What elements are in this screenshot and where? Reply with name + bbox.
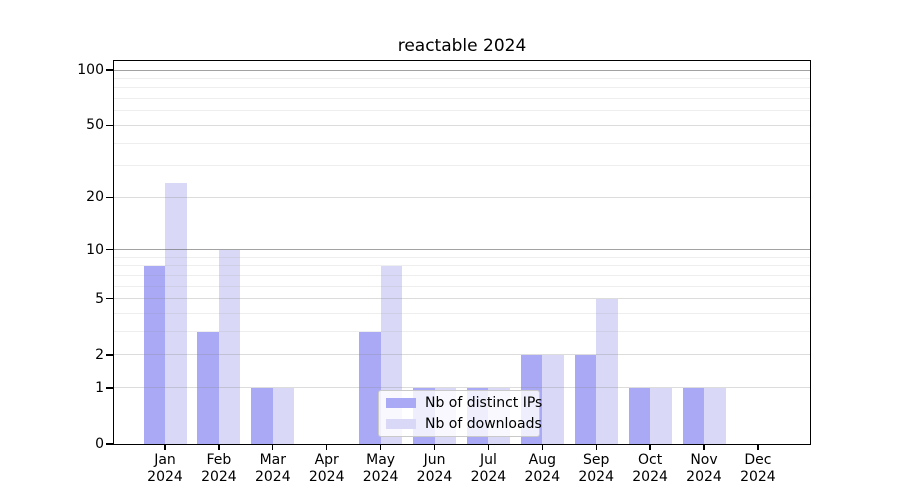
chart-title: reactable 2024 bbox=[397, 36, 527, 56]
bar-downloads-jan bbox=[165, 183, 187, 444]
x-tick-label-month: Jul bbox=[479, 452, 497, 468]
legend-row-distinct-ips: Nb of distinct IPs bbox=[386, 393, 543, 412]
x-tick-label-year: 2024 bbox=[632, 469, 668, 485]
legend-label-distinct-ips: Nb of distinct IPs bbox=[425, 394, 543, 411]
minor-gridline bbox=[114, 87, 810, 89]
major-gridline bbox=[114, 387, 810, 389]
major-gridline bbox=[114, 124, 810, 126]
x-tick-mark bbox=[218, 444, 220, 450]
x-tick-label-year: 2024 bbox=[416, 469, 453, 485]
x-tick-label-month: Aug bbox=[528, 452, 556, 468]
bar-downloads-feb bbox=[218, 249, 241, 444]
minor-gridline bbox=[114, 110, 810, 112]
x-tick-label-month: Sep bbox=[582, 452, 610, 468]
bar-downloads-sep bbox=[596, 298, 618, 444]
y-tick-label: 2 bbox=[95, 346, 104, 363]
minor-gridline bbox=[114, 285, 810, 287]
x-tick-mark bbox=[272, 444, 274, 450]
x-tick-label-year: 2024 bbox=[362, 469, 399, 485]
y-tick-label: 50 bbox=[86, 117, 104, 134]
bar-distinct-ips-nov bbox=[682, 387, 704, 444]
minor-gridline bbox=[114, 98, 810, 100]
y-tick-mark bbox=[106, 354, 113, 356]
legend: Nb of distinct IPs Nb of downloads bbox=[378, 390, 543, 437]
y-tick-mark bbox=[106, 298, 113, 300]
major-gridline bbox=[114, 69, 810, 71]
x-tick-mark bbox=[164, 444, 166, 450]
y-tick-mark bbox=[106, 387, 113, 389]
legend-swatch-downloads-icon bbox=[386, 419, 416, 429]
x-tick-mark bbox=[703, 444, 705, 450]
x-tick-mark bbox=[757, 444, 759, 450]
minor-gridline bbox=[114, 331, 810, 333]
legend-swatch-distinct-ips-icon bbox=[386, 398, 416, 408]
x-tick-label-year: 2024 bbox=[524, 469, 561, 485]
y-tick-label: 0 bbox=[95, 436, 104, 452]
x-tick-mark bbox=[487, 444, 490, 450]
minor-gridline bbox=[114, 313, 810, 315]
major-gridline bbox=[114, 298, 810, 300]
y-tick-label: 20 bbox=[86, 189, 104, 206]
x-tick-label-month: May bbox=[366, 452, 396, 468]
x-tick-label-month: Feb bbox=[206, 452, 232, 468]
x-tick-label-year: 2024 bbox=[578, 469, 614, 485]
x-tick-label-year: 2024 bbox=[470, 469, 507, 485]
x-tick-label-year: 2024 bbox=[308, 469, 345, 485]
y-tick-label: 1 bbox=[95, 379, 104, 396]
bar-downloads-aug bbox=[542, 354, 564, 444]
x-tick-label-month: Nov bbox=[690, 452, 718, 468]
bar-downloads-mar bbox=[272, 387, 295, 444]
x-tick-mark bbox=[433, 444, 436, 450]
x-tick-label-year: 2024 bbox=[147, 469, 183, 485]
minor-gridline bbox=[114, 77, 810, 79]
bar-distinct-ips-mar bbox=[251, 387, 273, 444]
x-tick-mark bbox=[326, 444, 328, 450]
major-gridline bbox=[114, 249, 810, 251]
x-tick-label-month: Oct bbox=[637, 452, 663, 468]
major-gridline bbox=[114, 354, 810, 356]
minor-gridline bbox=[114, 165, 810, 167]
x-tick-label-month: Mar bbox=[259, 452, 286, 468]
x-tick-mark bbox=[379, 444, 382, 450]
legend-label-downloads: Nb of downloads bbox=[425, 416, 542, 433]
x-tick-label-month: Jan bbox=[154, 452, 176, 468]
x-tick-mark bbox=[595, 444, 597, 450]
y-tick-mark bbox=[106, 124, 113, 127]
x-tick-mark bbox=[649, 444, 651, 450]
x-tick-mark bbox=[541, 444, 543, 450]
y-tick-mark bbox=[106, 248, 113, 251]
x-tick-label-year: 2024 bbox=[740, 469, 776, 485]
bar-distinct-ips-feb bbox=[197, 331, 219, 444]
bar-distinct-ips-oct bbox=[628, 387, 651, 444]
minor-gridline bbox=[114, 274, 810, 276]
x-tick-label-month: Apr bbox=[314, 452, 339, 468]
y-tick-mark bbox=[106, 196, 113, 198]
bar-downloads-oct bbox=[650, 387, 672, 444]
y-tick-label: 10 bbox=[86, 241, 104, 258]
x-tick-label-year: 2024 bbox=[254, 469, 291, 485]
bar-distinct-ips-may bbox=[359, 331, 381, 444]
bar-distinct-ips-jan bbox=[143, 265, 165, 444]
minor-gridline bbox=[114, 142, 810, 144]
y-tick-label: 100 bbox=[77, 62, 104, 78]
bar-distinct-ips-sep bbox=[574, 354, 597, 444]
major-gridline bbox=[114, 196, 810, 198]
y-tick-mark bbox=[106, 443, 113, 445]
bar-downloads-nov bbox=[704, 387, 726, 444]
legend-row-downloads: Nb of downloads bbox=[386, 415, 542, 434]
y-tick-label: 5 bbox=[95, 290, 104, 307]
x-tick-label-year: 2024 bbox=[686, 469, 722, 485]
x-tick-label-month: Dec bbox=[744, 452, 772, 468]
x-tick-label-year: 2024 bbox=[201, 469, 237, 485]
minor-gridline bbox=[114, 265, 810, 267]
y-tick-mark bbox=[106, 69, 113, 71]
minor-gridline bbox=[114, 256, 810, 258]
x-tick-label-month: Jun bbox=[423, 452, 446, 468]
